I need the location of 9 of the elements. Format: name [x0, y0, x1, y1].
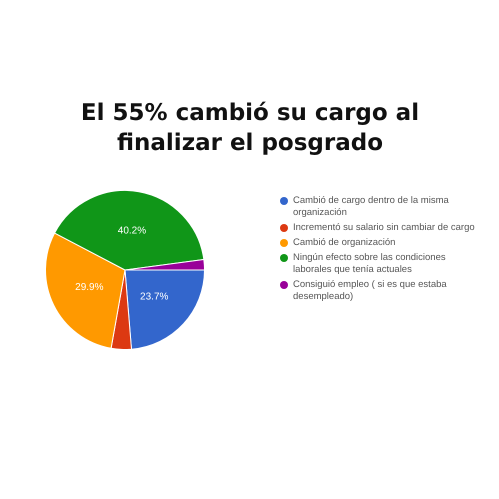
data-label: 40.2%	[118, 226, 146, 237]
legend-label: Incrementó su salario sin cambiar de cargo	[293, 222, 475, 234]
legend-label: Ningún efecto sobre las condiciones laborales que tenía actuales	[293, 252, 447, 276]
legend-label: Cambió de organización	[293, 237, 396, 249]
chart-title: El 55% cambió su cargo al finalizar el posgrado	[80, 99, 420, 158]
legend-label: Cambió de cargo dentro de la misma organización	[293, 195, 450, 219]
data-label: 23.7%	[140, 292, 169, 303]
data-label: 29.9%	[75, 282, 104, 294]
legend-label: Consiguió empleo ( si es que estaba desempleado)	[293, 279, 448, 303]
